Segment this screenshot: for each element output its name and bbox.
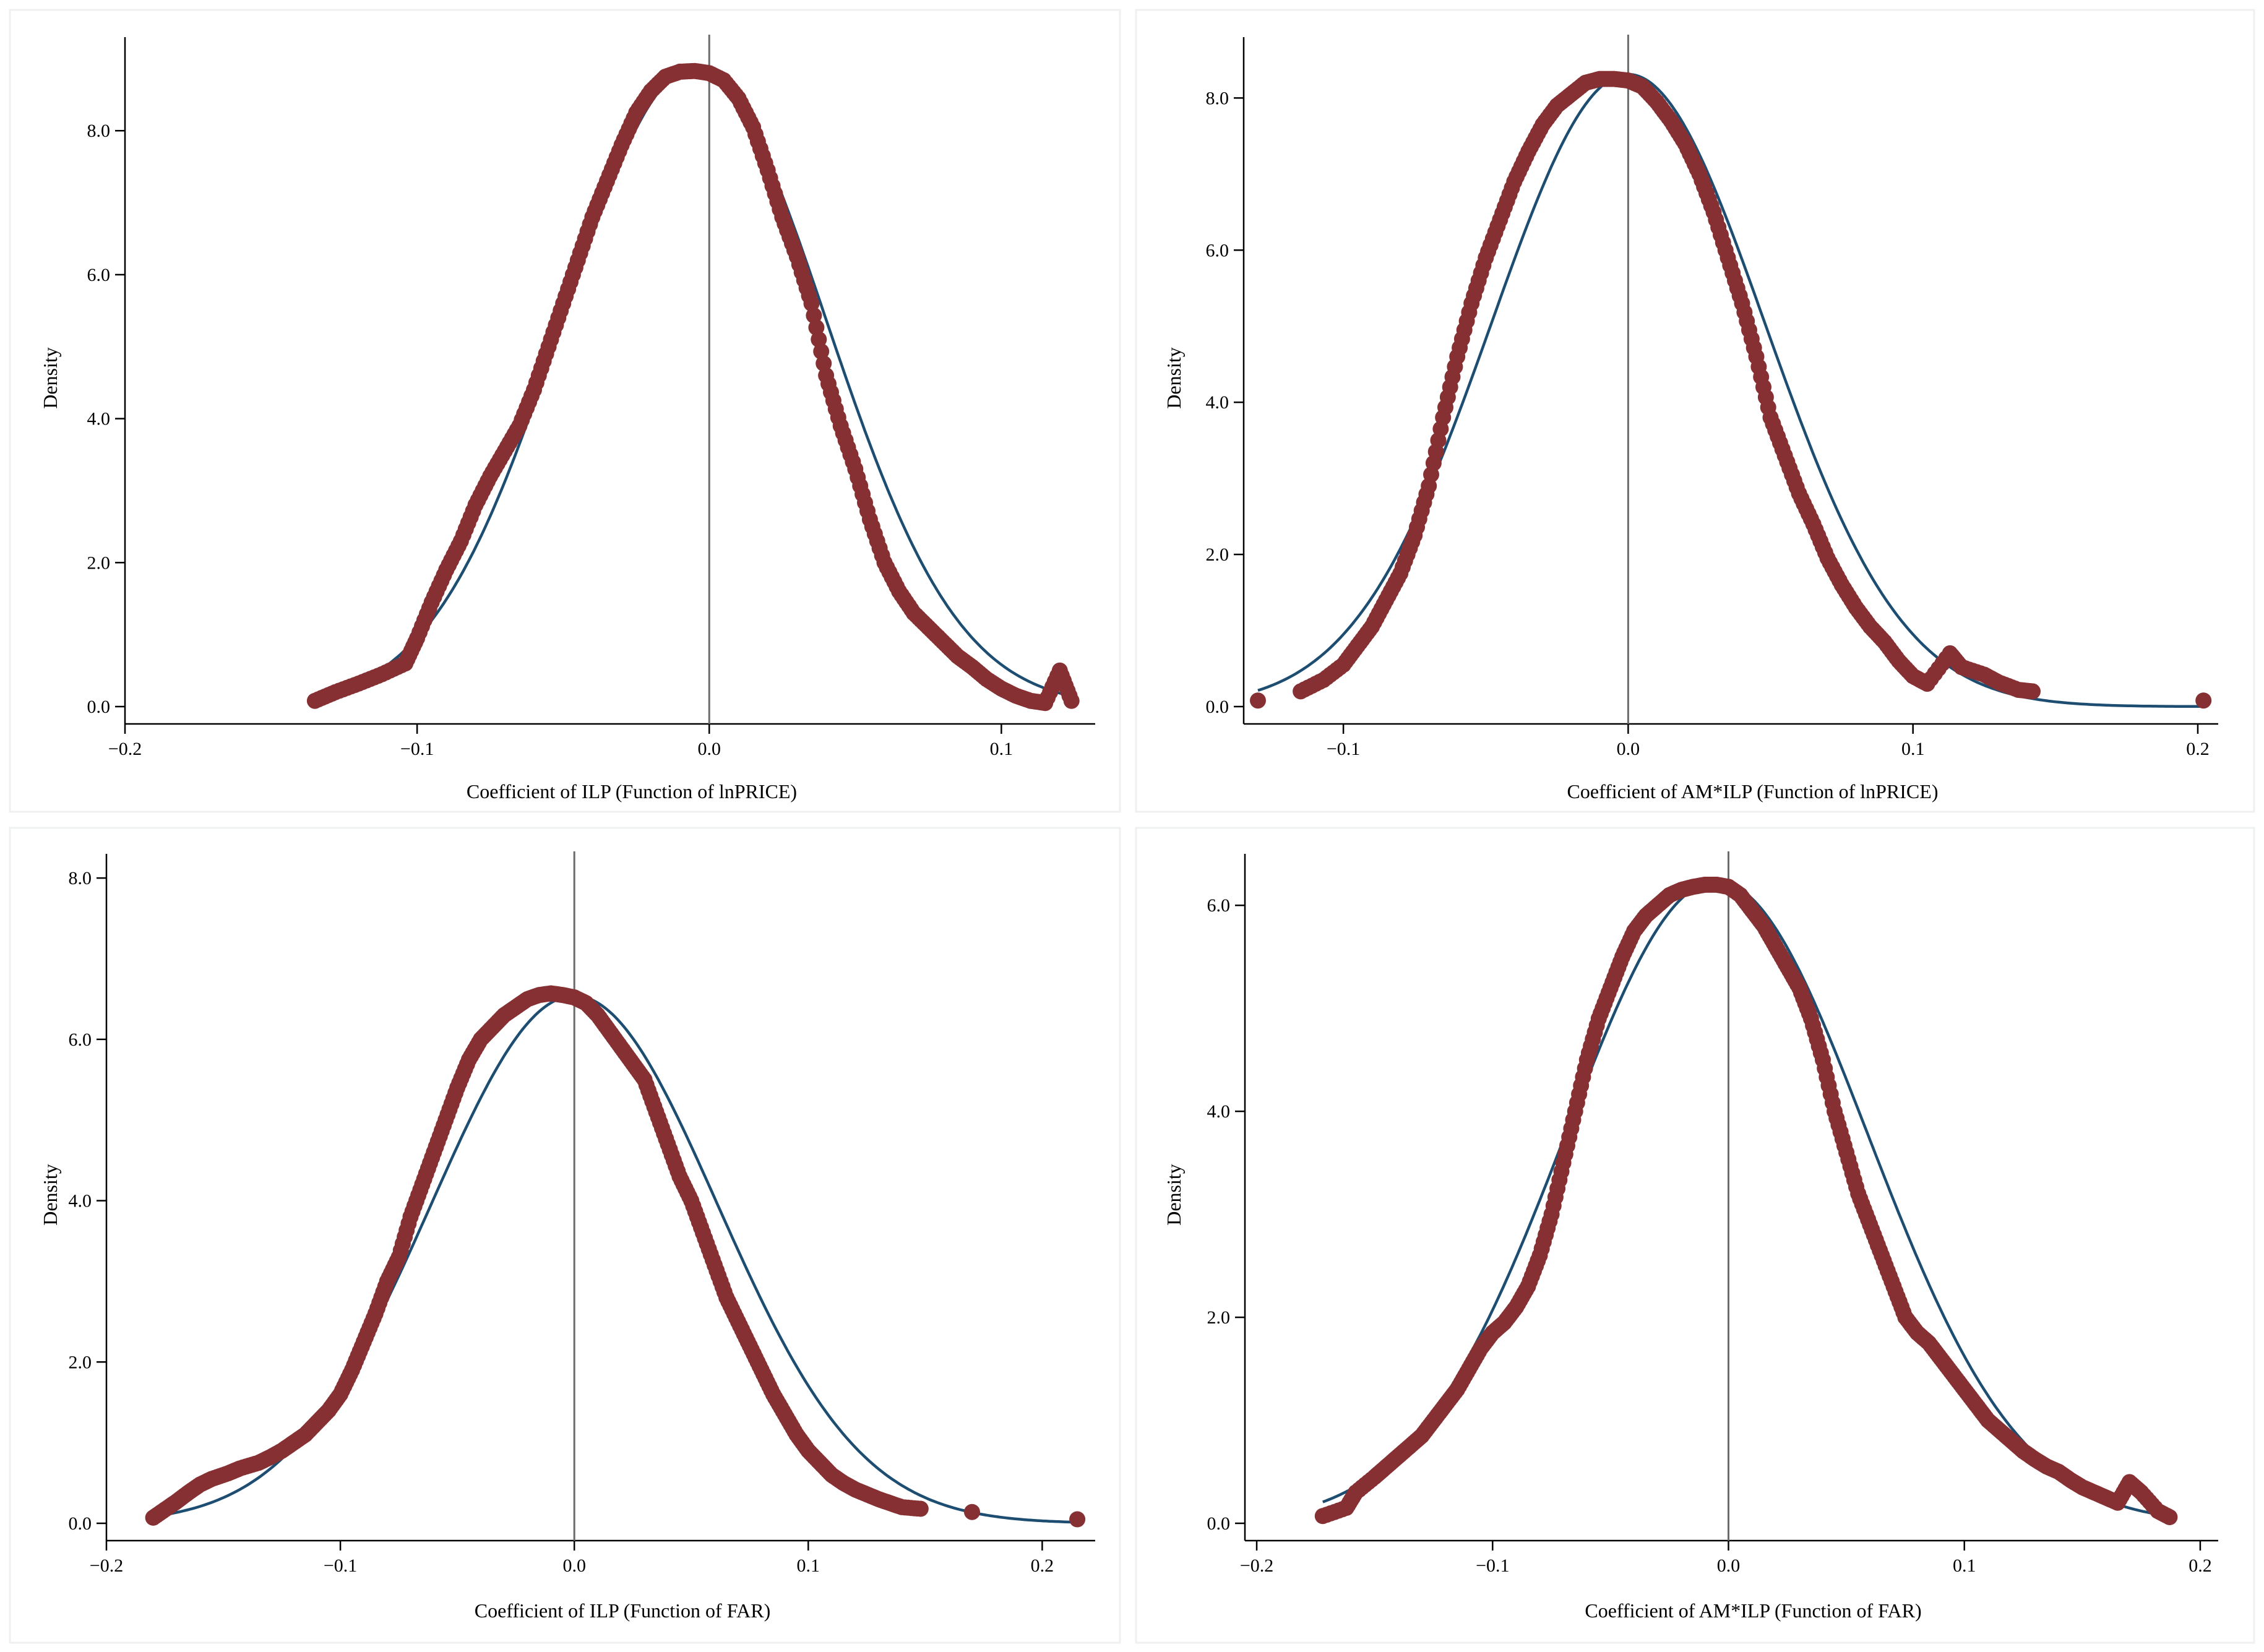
y-tick-label: 6.0: [69, 1030, 92, 1050]
kde-point: [808, 319, 825, 336]
kde-point: [2025, 683, 2041, 700]
x-tick-label: −0.2: [1240, 1555, 1273, 1576]
y-tick-label: 4.0: [1207, 1101, 1231, 1122]
kde-point: [811, 331, 827, 348]
chart-panel-1: 0.0 2.0 4.0 6.0 8.0 −0.2 −0.1 0.0 0.1 Coefficient…: [9, 9, 1121, 813]
y-tick-label: 2.0: [69, 1352, 92, 1372]
y-axis-title: Density: [1163, 1164, 1185, 1226]
y-tick-label: 2.0: [87, 553, 111, 573]
y-tick-label: 4.0: [1206, 392, 1229, 413]
kde-point: [1069, 1511, 1086, 1528]
kde-point: [816, 355, 832, 372]
x-axis-title: Coefficient of AM*ILP (Function of FAR): [1585, 1599, 1921, 1622]
y-tick-label: 0.0: [87, 697, 111, 717]
chart-panel-3: 0.0 2.0 4.0 6.0 8.0 −0.2 −0.1 0.0 0.1 0.2 Coeffici…: [9, 827, 1121, 1644]
y-tick-label: 0.0: [1206, 697, 1229, 717]
kernel-density-points: [1250, 71, 2212, 709]
y-tick-label: 2.0: [1207, 1307, 1231, 1328]
y-axis-title: Density: [39, 347, 61, 409]
x-tick-label: −0.2: [108, 739, 142, 759]
y-tick-label: 8.0: [1206, 88, 1229, 108]
x-axis-title: Coefficient of AM*ILP (Function of lnPRI…: [1567, 780, 1939, 802]
x-tick-label: 0.1: [797, 1555, 820, 1576]
x-tick-label: −0.1: [324, 1555, 357, 1576]
y-tick-label: 0.0: [69, 1513, 92, 1534]
y-tick-label: 0.0: [1207, 1513, 1231, 1534]
kde-point: [2161, 1509, 2178, 1525]
y-tick-label: 4.0: [87, 409, 111, 429]
x-tick-label: −0.1: [400, 739, 434, 759]
x-tick-label: 0.2: [2186, 739, 2210, 759]
y-tick-label: 8.0: [87, 121, 111, 141]
kde-point: [2195, 692, 2212, 709]
kernel-density-points: [1314, 876, 2178, 1525]
x-axis-title: Coefficient of ILP (Function of lnPRICE): [467, 780, 797, 802]
x-tick-label: 0.2: [2189, 1555, 2212, 1576]
kernel-density-points: [145, 985, 1086, 1528]
x-tick-label: 0.0: [562, 1555, 586, 1576]
x-tick-label: 0.1: [1901, 739, 1925, 759]
x-tick-label: 0.0: [1717, 1555, 1741, 1576]
y-tick-label: 8.0: [69, 868, 92, 888]
chart-panel-2: 0.0 2.0 4.0 6.0 8.0 −0.1 0.0 0.1 0.2 Coefficient …: [1135, 9, 2255, 813]
x-tick-label: 0.1: [1953, 1555, 1976, 1576]
y-tick-label: 6.0: [87, 265, 111, 285]
y-axis-title: Density: [1163, 347, 1185, 409]
kernel-density-points: [306, 62, 1080, 712]
kde-point: [964, 1504, 980, 1520]
y-tick-label: 6.0: [1207, 895, 1231, 916]
kde-point: [1250, 692, 1266, 709]
y-tick-label: 6.0: [1206, 240, 1229, 260]
kde-point: [806, 307, 822, 324]
y-tick-label: 4.0: [69, 1191, 92, 1211]
panel-frame: [1135, 827, 2255, 1644]
kde-point: [1063, 692, 1080, 709]
x-tick-label: −0.2: [90, 1555, 123, 1576]
x-axis-title: Coefficient of ILP (Function of FAR): [475, 1599, 770, 1622]
x-tick-label: −0.1: [1476, 1555, 1509, 1576]
kde-point: [813, 343, 830, 359]
kde-point: [803, 295, 820, 312]
x-tick-label: 0.1: [990, 739, 1014, 759]
kde-point: [912, 1500, 929, 1517]
x-tick-label: 0.0: [1617, 739, 1640, 759]
y-axis-title: Density: [39, 1164, 61, 1226]
y-tick-label: 2.0: [1206, 544, 1229, 565]
panel-frame: [9, 827, 1121, 1644]
x-tick-label: 0.2: [1031, 1555, 1054, 1576]
x-tick-label: −0.1: [1327, 739, 1360, 759]
panel-frame: [9, 9, 1121, 813]
chart-panel-4: 0.0 2.0 4.0 6.0 −0.2 −0.1 0.0 0.1 0.2 Coefficient…: [1135, 827, 2255, 1644]
x-tick-label: 0.0: [697, 739, 721, 759]
